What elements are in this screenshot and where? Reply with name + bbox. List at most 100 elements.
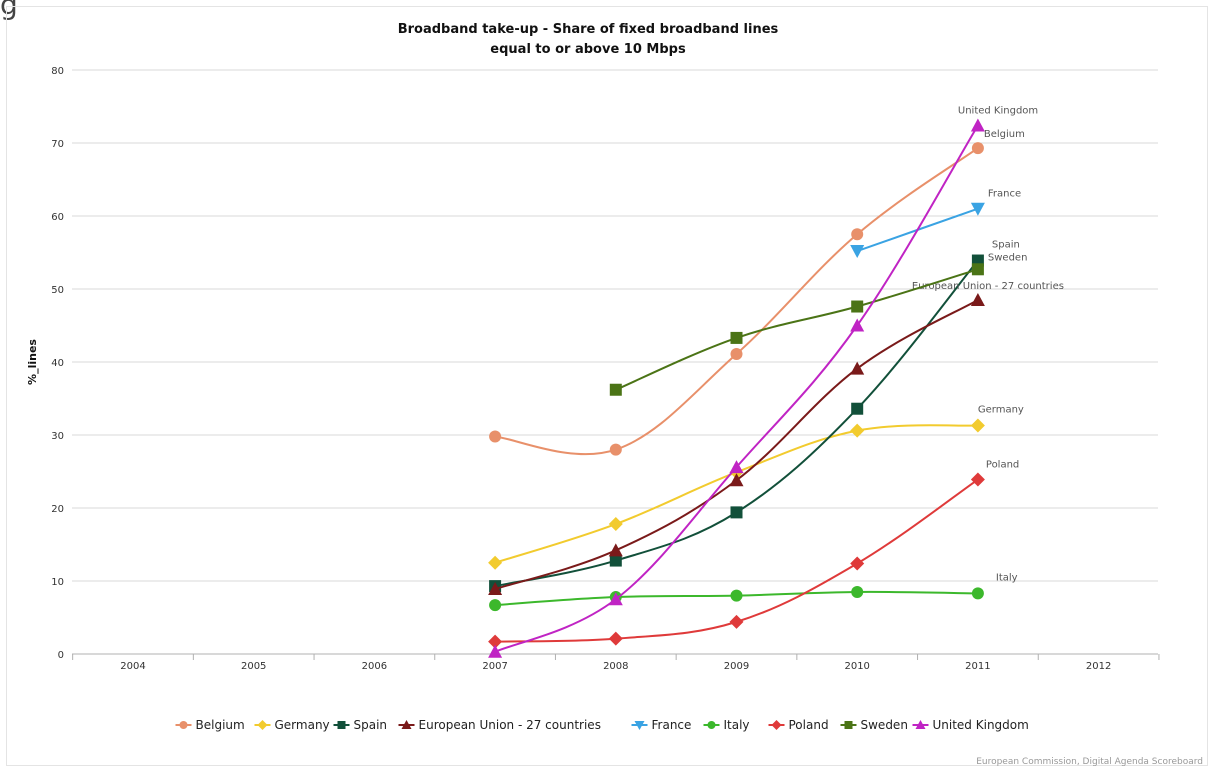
data-point [851,228,864,241]
legend-item: Sweden [840,718,908,732]
legend-label: Sweden [861,718,908,732]
series-italy: Italy [489,572,1018,612]
data-point [850,361,865,375]
data-point [608,543,623,557]
legend-item: Germany [254,718,330,732]
y-tick-label: 10 [51,577,64,588]
data-point [488,582,503,596]
series-line [494,424,978,564]
data-point [609,443,622,456]
series-end-label: Sweden [988,252,1028,263]
data-point [970,292,985,306]
x-tick-label: 2008 [603,661,628,672]
data-point [970,418,985,433]
legend-item: European Union - 27 countries [398,718,601,732]
series-line [494,147,979,456]
x-tick-label: 2011 [965,661,990,672]
chart-title-line-2: equal to or above 10 Mbps [490,42,686,57]
legend-marker [915,720,926,729]
data-point [488,555,503,570]
data-point [971,587,984,600]
legend-item: France [631,718,692,732]
data-point [850,556,865,571]
legend-label: Italy [724,718,750,732]
y-tick-label: 70 [51,139,64,150]
series-end-label: France [988,189,1021,200]
legend-marker [844,721,853,729]
legend-marker [634,721,645,730]
series-end-label: Belgium [984,129,1025,140]
data-point [608,517,623,532]
axes: 0 10 20 30 40 50 60 70 80 2004 2005 2006 2007 2008 200… [51,66,1160,672]
series-france: France [850,189,1021,259]
series-line [494,259,979,588]
x-tick-label: 2004 [120,661,145,672]
x-tick-label: 2007 [482,661,507,672]
data-point [730,506,743,519]
data-point [608,631,623,646]
series-end-label: European Union - 27 countries [912,281,1064,292]
series-end-label: Italy [996,572,1018,583]
series-spain: Spain [489,240,1020,593]
series-poland: Poland [488,460,1019,649]
data-point [489,430,502,443]
cropped-heading-fragment: g [0,0,18,21]
chart-frame [6,6,1208,766]
legend-item: Italy [703,718,750,732]
x-tick-label: 2006 [362,661,387,672]
legend-label: Germany [275,718,330,732]
data-point [488,644,503,658]
legend-label: France [652,718,692,732]
data-point [730,347,743,360]
series-end-label: Germany [978,405,1024,416]
data-point [609,554,622,567]
legend-marker [337,721,346,729]
data-point [970,202,985,216]
y-tick-label: 60 [51,212,64,223]
data-point [488,634,503,649]
legend-label: Spain [354,718,388,732]
data-point [850,318,865,332]
data-point [850,245,865,259]
y-tick-label: 80 [51,66,64,77]
legend-marker [401,720,412,729]
data-point [729,460,744,474]
data-point [850,423,865,438]
y-tick-label: 50 [51,285,64,296]
series-end-label: Spain [992,240,1020,251]
data-point [608,592,623,606]
legend-marker [771,720,782,730]
y-axis-title: %_lines [26,339,39,385]
x-tick-label: 2009 [724,661,749,672]
series-germany: Germany [488,405,1024,570]
series-end-label: United Kingdom [958,105,1038,116]
y-tick-label: 40 [51,358,64,369]
data-point [730,589,743,602]
legend-marker [707,721,716,729]
data-point [729,473,744,487]
data-point [609,383,622,396]
data-point [851,402,864,415]
series-united-kingdom: United Kingdom [488,105,1038,658]
legend-item: United Kingdom [912,718,1029,732]
series-belgium: Belgium [489,129,1025,456]
chart-title-line-1: Broadband take-up - Share of fixed broad… [398,22,779,37]
x-tick-label: 2005 [241,661,266,672]
legend-marker [179,721,188,729]
y-tick-label: 0 [58,650,64,661]
legend-item: Belgium [175,718,245,732]
data-point [489,599,502,612]
data-point [851,585,864,598]
legend: Belgium Germany Spain European Union - 27 c… [175,718,1029,732]
data-point [730,331,743,344]
legend-label: European Union - 27 countries [419,718,601,732]
legend-item: Spain [333,718,388,732]
legend-label: Poland [789,718,829,732]
y-tick-label: 20 [51,504,64,515]
data-point [971,142,984,155]
legend-marker [257,720,268,730]
data-point [971,263,984,276]
x-tick-label: 2012 [1086,661,1111,672]
series-end-label: Poland [986,460,1019,471]
